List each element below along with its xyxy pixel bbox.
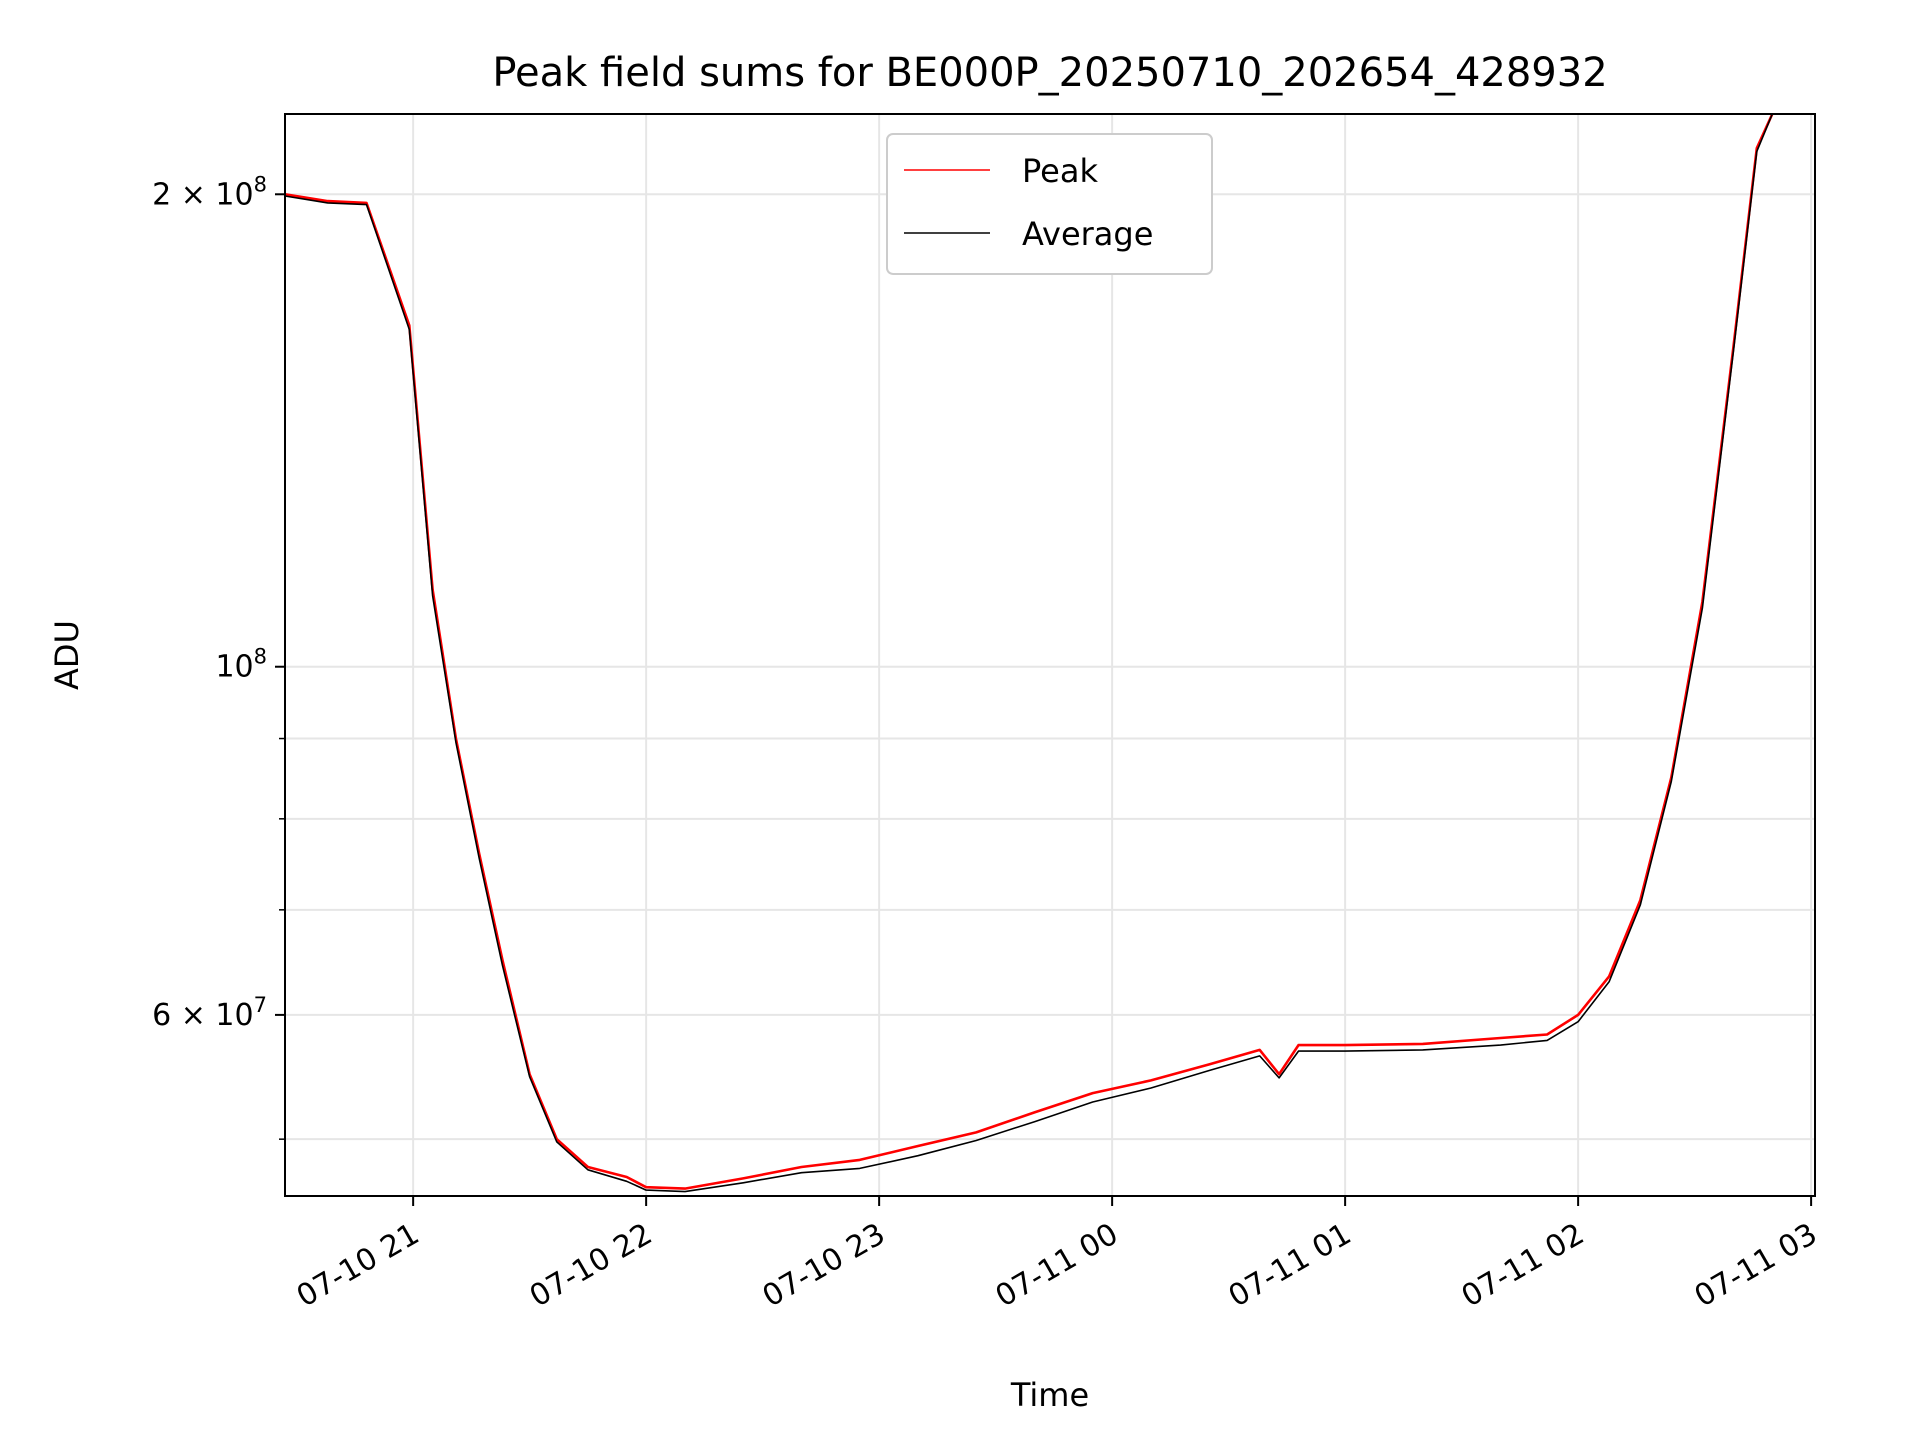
chart-title: Peak field sums for BE000P_20250710_2026… [492, 50, 1607, 96]
x-axis-title: Time [1010, 1376, 1089, 1414]
series-layer [284, 113, 1774, 1193]
legend-box [886, 133, 1213, 275]
legend-label-average: Average [1022, 215, 1153, 253]
y-axis: 2 × 108 108 6 × 107 [152, 172, 285, 1140]
y-tick-label: 6 × 107 [152, 993, 267, 1033]
grid [285, 114, 1815, 1196]
legend: Peak Average [886, 133, 1213, 275]
y-axis-title: ADU [48, 620, 86, 690]
series-line-peak [284, 113, 1774, 1190]
y-tick-label: 108 [215, 645, 267, 685]
legend-label-peak: Peak [1022, 152, 1098, 190]
series-line-average [284, 113, 1774, 1193]
plot-frame [284, 113, 1816, 1197]
y-tick-label: 2 × 108 [152, 172, 267, 212]
